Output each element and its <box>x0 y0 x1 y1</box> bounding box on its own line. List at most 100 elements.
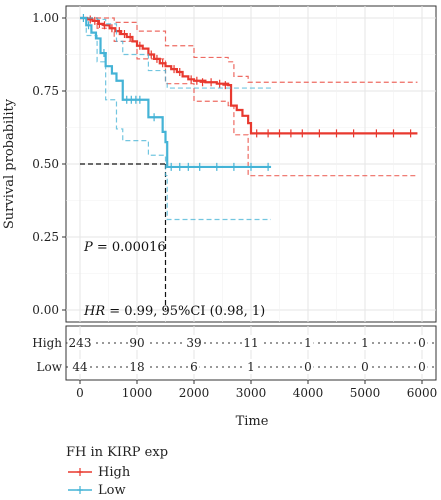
p-value-annotation: P = 0.00016 <box>83 240 166 255</box>
annotation-layer: P = 0.00016 HR = 0.99, 95%CI (0.98, 1) <box>83 240 265 319</box>
censor-mark-high <box>153 54 160 63</box>
legend-title: FH in KIRP exp <box>66 445 168 460</box>
risk-count: 1 <box>361 336 369 350</box>
x-tick-label: 6000 <box>407 386 438 400</box>
censor-mark-low <box>213 162 220 171</box>
plot-panel <box>65 5 437 323</box>
censor-mark-high <box>208 78 215 87</box>
risk-count-bg <box>245 359 257 374</box>
axis-layer: 0.00 0.25 0.50 0.75 1.00 <box>32 11 66 317</box>
censor-mark-high <box>193 76 200 85</box>
censor-mark-high <box>276 129 283 138</box>
risk-count-bg <box>188 359 200 374</box>
legend-label-high: High <box>98 465 131 480</box>
censor-mark-low <box>136 95 143 104</box>
risk-count-bg <box>302 359 314 374</box>
censor-mark-high <box>87 15 94 24</box>
risk-row-label: High <box>32 336 62 350</box>
risk-count: 39 <box>186 336 201 350</box>
risk-count: 1 <box>304 336 312 350</box>
x-tick-label: 1000 <box>122 386 153 400</box>
censor-mark-low <box>196 162 203 171</box>
x-tick-label: 0 <box>76 386 84 400</box>
censor-mark-high <box>91 16 98 25</box>
censor-mark-high <box>96 19 103 28</box>
risk-count-bg <box>67 335 93 350</box>
censor-mark-high <box>333 129 340 138</box>
risk-count: 11 <box>243 336 258 350</box>
legend-label-low: Low <box>98 483 126 498</box>
risk-count-bg <box>185 335 203 350</box>
censor-mark-low <box>100 49 107 58</box>
censor-mark-high <box>121 30 128 39</box>
x-axis-title: Time <box>236 414 269 429</box>
risk-count: 18 <box>129 360 144 374</box>
censor-mark-high <box>176 68 183 77</box>
censor-mark-low <box>265 162 272 171</box>
risk-row-label: Low <box>37 360 63 374</box>
x-tick-label: 5000 <box>350 386 381 400</box>
censor-mark-high <box>299 129 306 138</box>
ci-upper-low <box>80 17 271 89</box>
risk-count: 90 <box>129 336 144 350</box>
risk-count: 44 <box>72 360 88 374</box>
censor-mark-high <box>373 129 380 138</box>
censor-mark-low <box>80 14 87 22</box>
censor-mark-high <box>265 129 272 138</box>
censor-mark-low <box>248 162 254 171</box>
survival-curve-low <box>80 16 271 169</box>
legend: FH in KIRP exp High Low <box>66 445 168 498</box>
censor-mark-high <box>136 41 143 50</box>
censor-mark-high <box>216 79 223 88</box>
series-layer <box>80 14 418 310</box>
risk-count-bg <box>128 335 146 350</box>
censor-mark-high <box>350 129 357 138</box>
y-axis-title: Survival probability <box>2 98 17 229</box>
censor-mark-high <box>171 65 178 74</box>
censor-mark-low <box>151 113 158 122</box>
risk-count: 0 <box>418 360 426 374</box>
risk-count-bg <box>416 359 428 374</box>
hr-annotation: HR = 0.99, 95%CI (0.98, 1) <box>83 304 265 319</box>
censor-mark-high <box>407 129 414 138</box>
risk-count-bg <box>416 335 428 350</box>
y-axis-title-group: Survival probability <box>2 98 17 229</box>
censor-mark-low <box>168 162 175 171</box>
risk-count-bg <box>242 335 260 350</box>
risk-count: 0 <box>418 336 426 350</box>
y-tick-label: 0.25 <box>32 230 59 244</box>
legend-marker-low <box>77 486 83 494</box>
legend-marker-high <box>77 468 83 476</box>
risk-count: 0 <box>361 360 369 374</box>
risk-count-bg <box>359 359 371 374</box>
y-tick-label: 0.50 <box>32 157 59 171</box>
censor-mark-high <box>390 129 397 138</box>
censor-mark-low <box>176 162 183 171</box>
censor-mark-high <box>188 75 195 84</box>
y-tick-label: 0.00 <box>32 303 59 317</box>
censor-mark-low <box>185 162 192 171</box>
ci-upper-high <box>80 17 418 83</box>
censor-mark-high <box>127 32 134 41</box>
x-tick-label: 2000 <box>179 386 210 400</box>
risk-count: 6 <box>190 360 198 374</box>
censor-mark-high <box>101 21 108 30</box>
y-tick-label: 0.75 <box>32 84 59 98</box>
censor-mark-high <box>108 24 115 33</box>
risk-count: 1 <box>247 360 255 374</box>
risk-count-bg <box>359 335 371 350</box>
censor-mark-high <box>253 129 260 138</box>
risk-count-bg <box>71 359 89 374</box>
censor-mark-high <box>222 81 229 90</box>
censor-mark-high <box>316 129 323 138</box>
risk-count-bg <box>128 359 146 374</box>
x-tick-label: 4000 <box>293 386 324 400</box>
x-tick-label: 3000 <box>236 386 267 400</box>
series-high <box>80 15 418 177</box>
censor-mark-high <box>159 59 166 68</box>
censor-mark-low <box>230 162 237 171</box>
censor-mark-low <box>85 21 92 30</box>
risk-count-bg <box>302 335 314 350</box>
